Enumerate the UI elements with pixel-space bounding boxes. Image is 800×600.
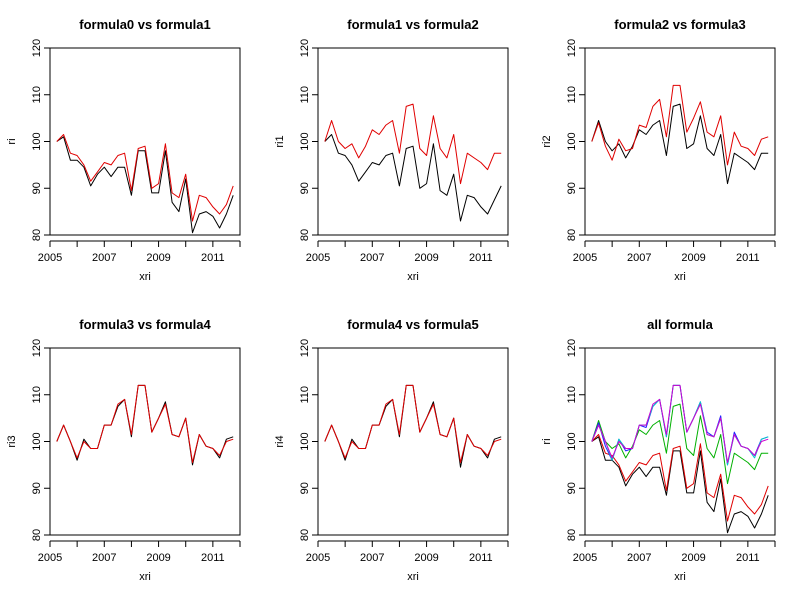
x-tick-label: 2005 (38, 252, 62, 264)
x-tick-label: 2009 (146, 552, 170, 564)
x-axis-label: xri (139, 271, 151, 283)
x-tick-label: 2009 (146, 252, 170, 264)
x-tick-label: 2005 (573, 552, 597, 564)
series-line (324, 103, 502, 185)
x-tick-label: 2009 (681, 252, 705, 264)
x-tick-label: 2011 (469, 252, 493, 264)
x-tick-label: 2009 (681, 552, 705, 564)
y-tick-label: 110 (31, 386, 43, 404)
chart-panel: formula1 vs formula2 80 90 100 110 120 2005 200… (274, 17, 509, 283)
y-tick-label: 100 (299, 132, 311, 150)
x-axis-label: xri (407, 571, 419, 583)
x-tick-label: 2005 (38, 552, 62, 564)
y-axis-label: ri (6, 138, 18, 144)
y-tick-label: 110 (31, 86, 43, 104)
chart-title: all formula (647, 317, 714, 332)
y-tick-label: 80 (31, 229, 43, 241)
series-line (56, 384, 234, 463)
series-line (591, 403, 769, 485)
x-axis-label: xri (139, 571, 151, 583)
series-line (591, 103, 769, 185)
y-tick-label: 110 (299, 386, 311, 404)
x-tick-label: 2005 (306, 552, 330, 564)
x-axis-label: xri (674, 271, 686, 283)
x-tick-label: 2007 (627, 252, 651, 264)
y-tick-label: 80 (31, 529, 43, 541)
y-tick-label: 80 (566, 229, 578, 241)
y-tick-label: 120 (299, 39, 311, 57)
x-tick-label: 2011 (201, 252, 225, 264)
y-tick-label: 80 (299, 529, 311, 541)
chart-title: formula4 vs formula5 (347, 317, 479, 332)
x-tick-label: 2007 (92, 552, 116, 564)
y-tick-label: 120 (31, 39, 43, 57)
series-line (56, 384, 234, 466)
plot-frame (317, 47, 509, 236)
chart-title: formula3 vs formula4 (79, 317, 211, 332)
x-tick-label: 2011 (736, 552, 760, 564)
series-line (324, 134, 502, 222)
y-tick-label: 110 (566, 386, 578, 404)
series-line (591, 436, 769, 534)
y-tick-label: 100 (31, 132, 43, 150)
y-tick-label: 80 (299, 229, 311, 241)
x-tick-label: 2007 (627, 552, 651, 564)
y-tick-label: 100 (31, 432, 43, 450)
y-tick-label: 90 (31, 182, 43, 194)
plot-frame (49, 347, 241, 536)
y-tick-label: 90 (299, 182, 311, 194)
y-tick-label: 110 (299, 86, 311, 104)
plot-frame (584, 347, 776, 536)
x-tick-label: 2007 (360, 552, 384, 564)
y-tick-label: 120 (299, 339, 311, 357)
series-line (591, 84, 769, 166)
series-line (56, 136, 234, 234)
y-axis-label: ri1 (274, 135, 286, 147)
x-tick-label: 2009 (414, 552, 438, 564)
chart-title: formula1 vs formula2 (347, 17, 479, 32)
series-line (591, 434, 769, 522)
y-tick-label: 120 (566, 339, 578, 357)
series-line (56, 134, 234, 222)
chart-panel: formula0 vs formula1 80 90 100 110 120 2005 200… (6, 17, 241, 283)
x-tick-label: 2011 (469, 552, 493, 564)
chart-panel: formula4 vs formula5 80 90 100 110 120 2005 200… (274, 317, 509, 583)
y-tick-label: 110 (566, 86, 578, 104)
series-line (324, 384, 502, 468)
y-tick-label: 90 (299, 482, 311, 494)
series-line (591, 384, 769, 463)
y-axis-label: ri3 (6, 435, 18, 447)
x-tick-label: 2005 (306, 252, 330, 264)
chart-panel: formula3 vs formula4 80 90 100 110 120 2005 200… (6, 317, 241, 583)
y-axis-label: ri4 (274, 435, 286, 447)
x-tick-label: 2007 (360, 252, 384, 264)
y-tick-label: 100 (566, 132, 578, 150)
x-axis-label: xri (674, 571, 686, 583)
chart-panel: formula2 vs formula3 80 90 100 110 120 2005 200… (541, 17, 776, 283)
y-axis-label: ri2 (541, 135, 553, 147)
x-tick-label: 2011 (201, 552, 225, 564)
x-tick-label: 2005 (573, 252, 597, 264)
y-tick-label: 80 (566, 529, 578, 541)
x-tick-label: 2007 (92, 252, 116, 264)
chart-title: formula0 vs formula1 (79, 17, 211, 32)
y-tick-label: 90 (566, 482, 578, 494)
y-axis-label: ri (541, 438, 553, 444)
y-tick-label: 120 (31, 339, 43, 357)
series-line (324, 384, 502, 463)
plot-frame (49, 47, 241, 236)
y-tick-label: 90 (31, 482, 43, 494)
x-tick-label: 2011 (736, 252, 760, 264)
chart-panel: all formula 80 90 100 110 120 2005 2007 2009 2011… (541, 317, 776, 583)
x-tick-label: 2009 (414, 252, 438, 264)
y-tick-label: 100 (299, 432, 311, 450)
plot-frame (317, 347, 509, 536)
chart-title: formula2 vs formula3 (614, 17, 746, 32)
y-tick-label: 90 (566, 182, 578, 194)
y-tick-label: 120 (566, 39, 578, 57)
plot-frame (584, 47, 776, 236)
y-tick-label: 100 (566, 432, 578, 450)
x-axis-label: xri (407, 271, 419, 283)
